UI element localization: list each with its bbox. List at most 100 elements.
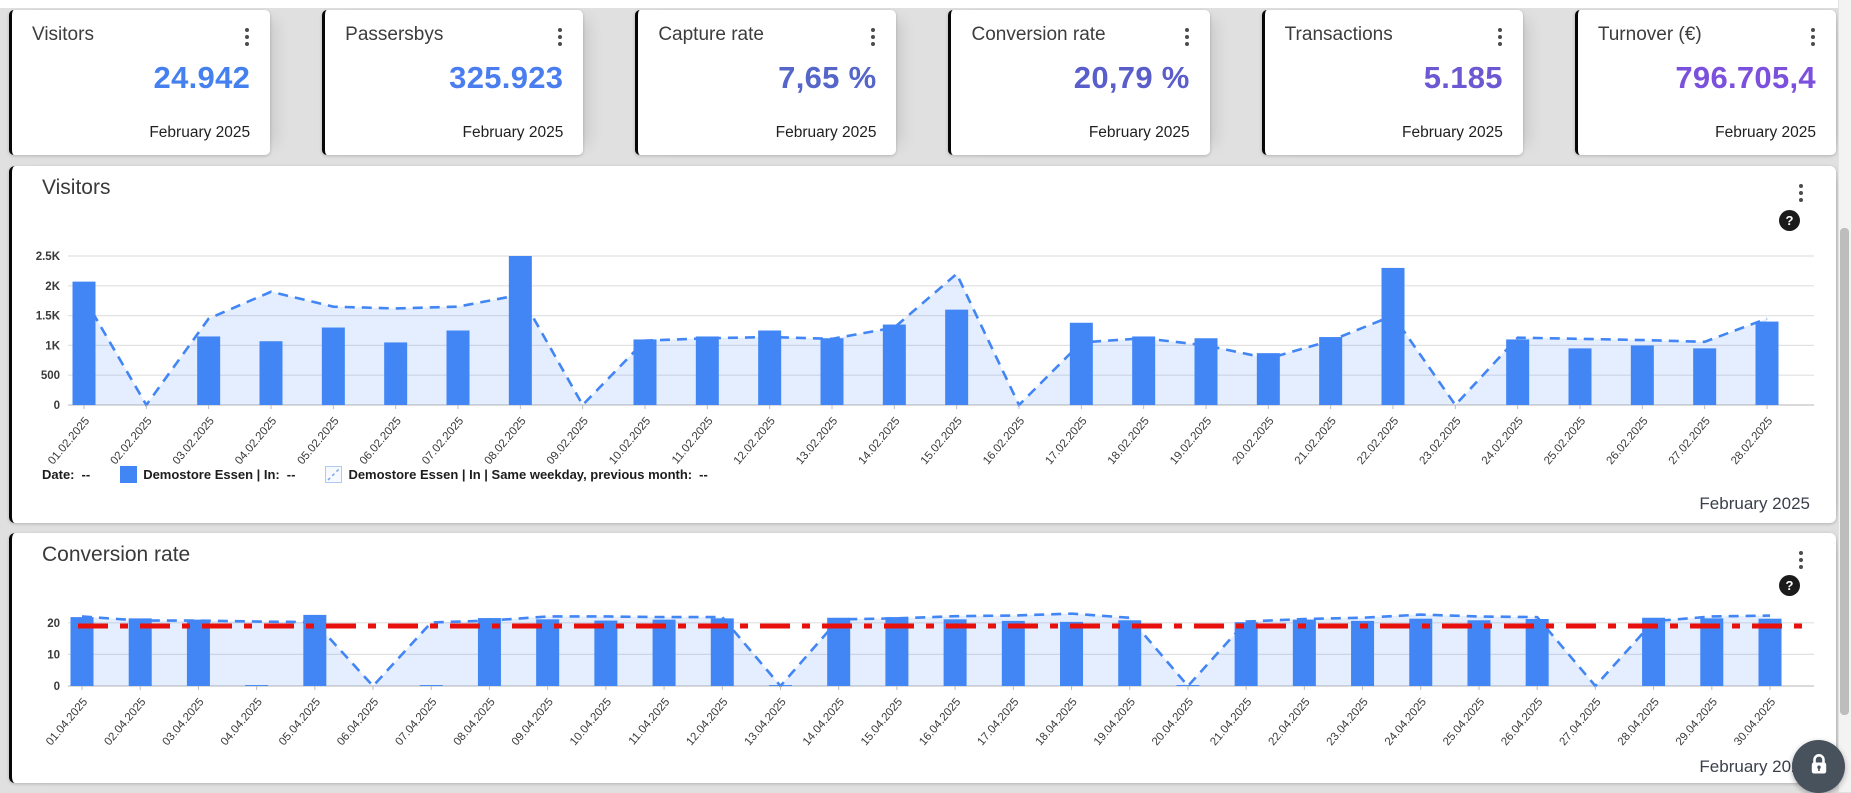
svg-text:21.02.2025: 21.02.2025 [1293,415,1339,466]
svg-text:28.02.2025: 28.02.2025 [1729,415,1775,466]
svg-text:07.02.2025: 07.02.2025 [420,415,466,466]
card-title: Conversion rate [971,24,1106,45]
card-title: Capture rate [658,24,764,45]
scrollbar-track[interactable] [1838,0,1851,792]
conversion-rate-chart: 20 10 0 01.04.2025 02.04.2025 03.04.2025 04.04… [22,595,1834,758]
kebab-menu-icon[interactable] [1804,26,1822,48]
svg-text:15.02.2025: 15.02.2025 [919,415,965,466]
svg-text:15.04.2025: 15.04.2025 [859,696,905,748]
card-value: 20,79 % [1073,60,1190,95]
svg-text:24.04.2025: 24.04.2025 [1383,696,1429,748]
svg-text:20: 20 [47,618,60,630]
card-period: February 2025 [149,124,251,141]
svg-text:2K: 2K [45,281,60,293]
svg-text:06.04.2025: 06.04.2025 [335,696,381,748]
svg-text:01.04.2025: 01.04.2025 [44,696,90,748]
svg-text:05.02.2025: 05.02.2025 [295,415,341,466]
svg-text:07.04.2025: 07.04.2025 [393,696,439,748]
kebab-menu-icon[interactable] [1792,182,1810,204]
dashed-line-swatch-icon [325,466,343,483]
svg-text:08.04.2025: 08.04.2025 [452,696,498,748]
svg-text:18.02.2025: 18.02.2025 [1106,415,1152,466]
kpi-card-passersbys: Passersbys 325.923 February 2025 [322,10,584,155]
svg-text:04.02.2025: 04.02.2025 [233,415,279,466]
card-title: Passersbys [345,24,444,45]
bar-swatch-icon [120,466,138,483]
legend-item-value: -- [699,467,708,482]
card-period: February 2025 [1402,124,1503,141]
visitors-chart: 2.5K 2K 1.5K 1K 500 0 01.02.2025 02.02.2025 03.0… [22,248,1834,471]
svg-text:25.02.2025: 25.02.2025 [1542,415,1588,466]
panel-title: Conversion rate [42,543,191,566]
svg-text:30.04.2025: 30.04.2025 [1732,696,1778,748]
lock-icon [1806,751,1832,782]
kpi-card-conversion-rate: Conversion rate 20,79 % February 2025 [948,10,1210,155]
svg-text:28.04.2025: 28.04.2025 [1616,696,1662,748]
svg-text:20.04.2025: 20.04.2025 [1150,696,1196,748]
kebab-menu-icon[interactable] [1491,26,1509,48]
svg-text:20.02.2025: 20.02.2025 [1230,415,1276,466]
card-title: Transactions [1284,24,1393,45]
svg-text:06.02.2025: 06.02.2025 [358,415,404,466]
kebab-menu-icon[interactable] [864,26,882,48]
svg-text:19.02.2025: 19.02.2025 [1168,415,1214,466]
svg-text:27.04.2025: 27.04.2025 [1557,696,1603,748]
svg-text:2.5K: 2.5K [36,251,61,263]
svg-text:04.04.2025: 04.04.2025 [219,696,265,748]
kebab-menu-icon[interactable] [1792,549,1810,571]
svg-text:09.02.2025: 09.02.2025 [545,415,591,466]
card-period: February 2025 [1088,124,1190,141]
svg-text:11.04.2025: 11.04.2025 [627,696,673,747]
svg-text:14.02.2025: 14.02.2025 [856,415,902,466]
svg-text:26.02.2025: 26.02.2025 [1604,415,1650,466]
card-title: Visitors [32,24,94,45]
svg-text:22.04.2025: 22.04.2025 [1266,696,1312,748]
svg-text:29.04.2025: 29.04.2025 [1674,696,1720,748]
legend-item-value: -- [286,467,296,482]
card-value: 7,65 % [778,60,877,95]
svg-text:16.04.2025: 16.04.2025 [917,696,963,748]
svg-text:23.02.2025: 23.02.2025 [1417,415,1463,466]
svg-text:19.04.2025: 19.04.2025 [1092,696,1138,748]
card-period: February 2025 [462,124,564,141]
svg-text:500: 500 [41,370,60,382]
svg-text:14.04.2025: 14.04.2025 [801,696,847,748]
kpi-card-capture-rate: Capture rate 7,65 % February 2025 [635,10,897,155]
card-value: 24.942 [153,60,251,95]
scrollbar-thumb[interactable] [1840,228,1849,715]
svg-text:10: 10 [47,649,60,661]
svg-text:10.04.2025: 10.04.2025 [568,696,614,748]
card-period: February 2025 [775,124,877,141]
legend-item-label: Demostore Essen | In: [143,467,280,482]
panel-period: February 2025 [1699,757,1810,776]
svg-text:21.04.2025: 21.04.2025 [1208,696,1254,748]
kebab-menu-icon[interactable] [1178,26,1196,48]
help-icon[interactable]: ? [1779,210,1800,231]
svg-text:11.02.2025: 11.02.2025 [670,415,716,466]
kebab-menu-icon[interactable] [551,26,569,48]
svg-text:13.02.2025: 13.02.2025 [794,415,840,466]
svg-text:16.02.2025: 16.02.2025 [981,415,1027,466]
help-icon[interactable]: ? [1779,575,1800,596]
svg-text:13.04.2025: 13.04.2025 [743,696,789,748]
svg-text:02.04.2025: 02.04.2025 [102,696,148,748]
svg-text:0: 0 [54,681,60,693]
card-title: Turnover (€) [1597,24,1702,45]
conversion-rate-panel: Conversion rate ? 20 10 0 01.04.2025 02.04.2… [9,533,1836,783]
top-strip [0,0,1851,8]
kpi-card-visitors: Visitors 24.942 February 2025 [9,10,271,155]
svg-text:25.04.2025: 25.04.2025 [1441,696,1487,748]
lock-button[interactable] [1792,740,1845,793]
card-value: 5.185 [1423,60,1503,95]
svg-text:12.02.2025: 12.02.2025 [732,415,778,466]
svg-text:23.04.2025: 23.04.2025 [1325,696,1371,748]
svg-text:12.04.2025: 12.04.2025 [684,696,730,748]
svg-text:1K: 1K [45,340,60,352]
svg-text:1.5K: 1.5K [36,311,61,323]
card-value: 796.705,4 [1675,60,1816,95]
kpi-cards-row: Visitors 24.942 February 2025 Passersbys… [9,10,1836,155]
svg-text:03.02.2025: 03.02.2025 [171,415,217,466]
kebab-menu-icon[interactable] [238,26,256,48]
legend-item-label: Demostore Essen | In | Same weekday, pre… [348,467,693,482]
svg-text:18.04.2025: 18.04.2025 [1034,696,1080,748]
